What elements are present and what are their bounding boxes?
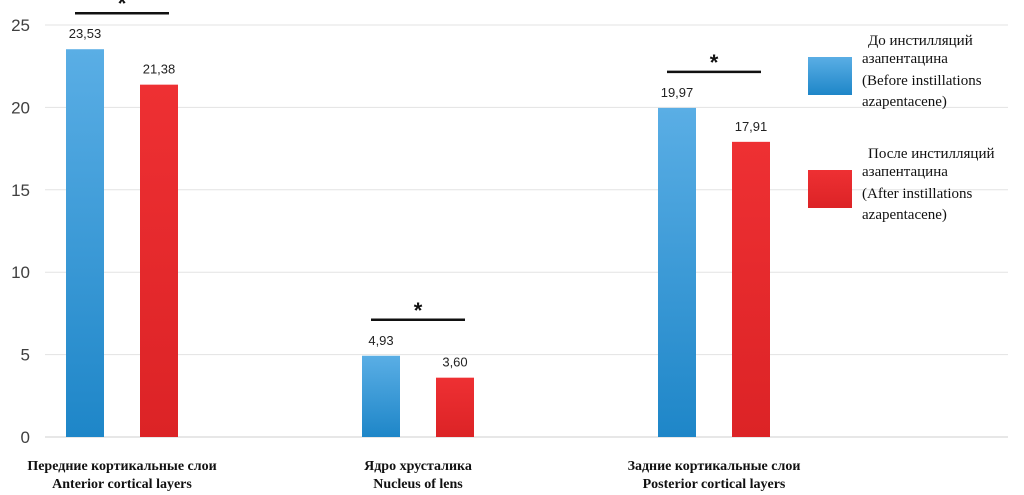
legend: До инстилляций азапентацина (Before instil… [808, 33, 995, 223]
y-tick-label: 5 [21, 346, 30, 365]
data-labels: 23,53 21,38 4,93 3,60 19,97 17,91 [69, 26, 768, 369]
data-label: 23,53 [69, 26, 102, 41]
category-label-en: Posterior cortical layers [643, 477, 786, 492]
bar [436, 377, 474, 437]
significance-star: * [710, 50, 719, 75]
category-label-ru: Задние кортикальные слои [628, 459, 801, 474]
data-label: 21,38 [143, 62, 176, 77]
bar [66, 49, 104, 438]
legend-label: азапентацина [862, 164, 948, 180]
category-label-ru: Передние кортикальные слои [27, 459, 216, 474]
y-tick-label: 15 [11, 181, 30, 200]
bars [66, 49, 770, 438]
legend-label: азапентацина [862, 51, 948, 67]
data-label: 17,91 [735, 119, 768, 134]
significance-star: * [118, 0, 127, 16]
bar [362, 355, 400, 437]
legend-swatch-before [808, 57, 852, 95]
legend-label: (After instillations [862, 186, 973, 202]
y-tick-label: 0 [21, 428, 30, 447]
bar [658, 107, 696, 437]
category-label-ru: Ядро хрусталика [364, 459, 472, 474]
legend-label: azapentacene) [862, 207, 947, 223]
y-tick-label: 10 [11, 263, 30, 282]
y-tick-label: 25 [11, 16, 30, 35]
category-label-en: Nucleus of lens [373, 477, 463, 492]
y-axis-ticks: 0 5 10 15 20 25 [11, 16, 30, 447]
category-labels: Передние кортикальные слои Anterior corti… [27, 459, 800, 492]
legend-label: (Before instillations [862, 73, 982, 89]
y-tick-label: 20 [11, 98, 30, 117]
bar [140, 84, 178, 438]
legend-label: До инстилляций [868, 33, 973, 49]
legend-swatch-after [808, 170, 852, 208]
data-label: 19,97 [661, 85, 694, 100]
data-label: 3,60 [442, 355, 467, 370]
significance-markers: * * * [75, 0, 761, 323]
gridlines [45, 24, 1008, 356]
legend-label: azapentacene) [862, 94, 947, 110]
data-label: 4,93 [368, 333, 393, 348]
significance-star: * [414, 298, 423, 323]
bar [732, 141, 770, 437]
category-label-en: Anterior cortical layers [52, 477, 192, 492]
legend-label: После инстилляций [868, 146, 995, 162]
